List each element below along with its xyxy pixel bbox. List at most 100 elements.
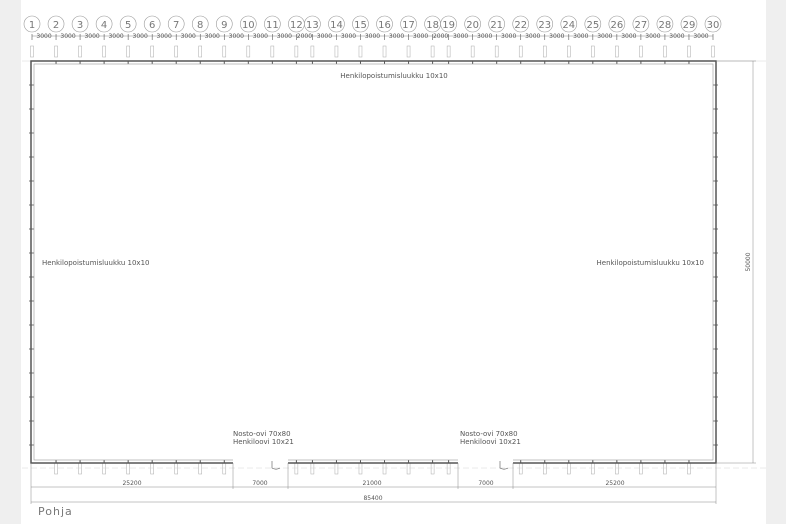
axis-label: 3	[77, 20, 83, 31]
axis-label: 12	[290, 20, 303, 31]
column-marker-bottom	[126, 462, 130, 475]
column-marker	[246, 45, 251, 58]
drawing-title: Pohja	[38, 505, 73, 518]
left-hatch-label: Henkilopoistumisluukku 10x10	[42, 259, 149, 267]
column-marker-bottom	[358, 462, 363, 475]
axis-bubble	[47, 15, 65, 33]
axis-spacing-label: 3000	[36, 33, 51, 40]
right-margin-band	[766, 0, 786, 524]
door-swing-icon	[499, 461, 509, 470]
axis-label: 16	[378, 20, 391, 31]
dim-25200-right: 25200	[605, 480, 624, 487]
axis-bubble	[264, 15, 281, 33]
axis-bubble	[328, 15, 345, 33]
axis-bubble	[632, 15, 650, 33]
axis-label: 24	[562, 20, 575, 31]
column-marker	[30, 45, 34, 58]
dim-25200-left: 25200	[122, 480, 141, 487]
column-marker	[310, 45, 315, 58]
column-marker	[78, 45, 82, 58]
door1-label: Nosto-ovi 70x80	[233, 430, 291, 438]
column-marker	[711, 45, 715, 58]
axis-spacing-label: 3000	[389, 33, 404, 40]
axis-label: 5	[125, 20, 131, 31]
column-marker	[639, 45, 643, 58]
column-marker-bottom	[543, 462, 547, 475]
column-marker-bottom	[222, 462, 227, 475]
axis-label: 6	[149, 20, 155, 31]
axis-bubble	[608, 15, 626, 33]
column-marker	[222, 45, 227, 58]
column-marker-bottom	[687, 462, 691, 475]
column-marker-bottom	[446, 462, 451, 475]
top-hatch-label: Henkilopoistumisluukku 10x10	[340, 72, 447, 80]
dim-7000-left: 7000	[252, 480, 267, 487]
axis-spacing-label: 3000	[205, 33, 220, 40]
axis-bubble	[584, 15, 602, 33]
column-marker	[494, 45, 499, 58]
column-marker-bottom	[102, 462, 106, 475]
axis-spacing-label: 3000	[413, 33, 428, 40]
axis-bubble	[71, 15, 89, 33]
axis-spacing-label: 3000	[669, 33, 684, 40]
axis-bubble	[376, 15, 393, 33]
axis-spacing-label: 3000	[181, 33, 196, 40]
axis-spacing-label: 3000	[573, 33, 588, 40]
column-marker-bottom	[567, 462, 571, 475]
column-marker-bottom	[150, 462, 154, 475]
axis-label: 23	[538, 20, 551, 31]
column-marker	[591, 45, 595, 58]
axis-bubble	[119, 15, 137, 33]
axis-bubble	[143, 15, 161, 33]
column-marker	[518, 45, 523, 58]
axis-label: 2	[53, 20, 59, 31]
axis-bubble	[240, 15, 257, 33]
axis-spacing-label: 2000	[433, 33, 448, 40]
axis-spacing-label: 3000	[133, 33, 148, 40]
axis-spacing-label: 3000	[84, 33, 99, 40]
axis-bubble	[464, 15, 481, 33]
column-marker	[174, 45, 178, 58]
axis-spacing-label: 3000	[549, 33, 564, 40]
axis-label: 7	[173, 20, 179, 31]
axis-label: 22	[514, 20, 527, 31]
column-marker-bottom	[518, 462, 523, 475]
column-marker	[102, 45, 106, 58]
column-marker	[150, 45, 154, 58]
column-marker	[54, 45, 58, 58]
axis-label: 13	[306, 20, 319, 31]
axis-bubble	[352, 15, 369, 33]
column-marker-bottom	[334, 462, 339, 475]
column-marker	[470, 45, 475, 58]
column-marker-bottom	[639, 462, 643, 475]
column-marker	[294, 45, 299, 58]
axis-spacing-label: 3000	[229, 33, 244, 40]
axis-label: 29	[683, 20, 696, 31]
axis-label: 4	[101, 20, 107, 31]
column-marker	[334, 45, 339, 58]
right-hatch-label: Henkilopoistumisluukku 10x10	[597, 259, 704, 267]
axis-label: 1	[29, 20, 35, 31]
axis-spacing-label: 3000	[60, 33, 75, 40]
column-marker-bottom	[54, 462, 58, 475]
axis-bubble	[215, 15, 233, 33]
axis-label: 17	[402, 20, 415, 31]
column-marker-bottom	[174, 462, 178, 475]
axis-spacing-label: 2000	[297, 33, 312, 40]
inner-wall	[33, 63, 714, 461]
column-marker	[430, 45, 435, 58]
axis-label: 21	[490, 20, 503, 31]
axis-bubble	[95, 15, 113, 33]
axis-bubble	[680, 15, 698, 33]
axis-bubble	[536, 15, 554, 33]
axis-label: 20	[466, 20, 479, 31]
dim-21000: 21000	[362, 480, 381, 487]
column-marker	[615, 45, 619, 58]
door-opening-2	[458, 458, 513, 466]
axis-spacing-label: 3000	[501, 33, 516, 40]
column-marker-bottom	[430, 462, 435, 475]
axis-spacing-label: 3000	[477, 33, 492, 40]
axis-label: 14	[330, 20, 343, 31]
door-opening-1	[233, 458, 288, 466]
axis-label: 15	[354, 20, 367, 31]
